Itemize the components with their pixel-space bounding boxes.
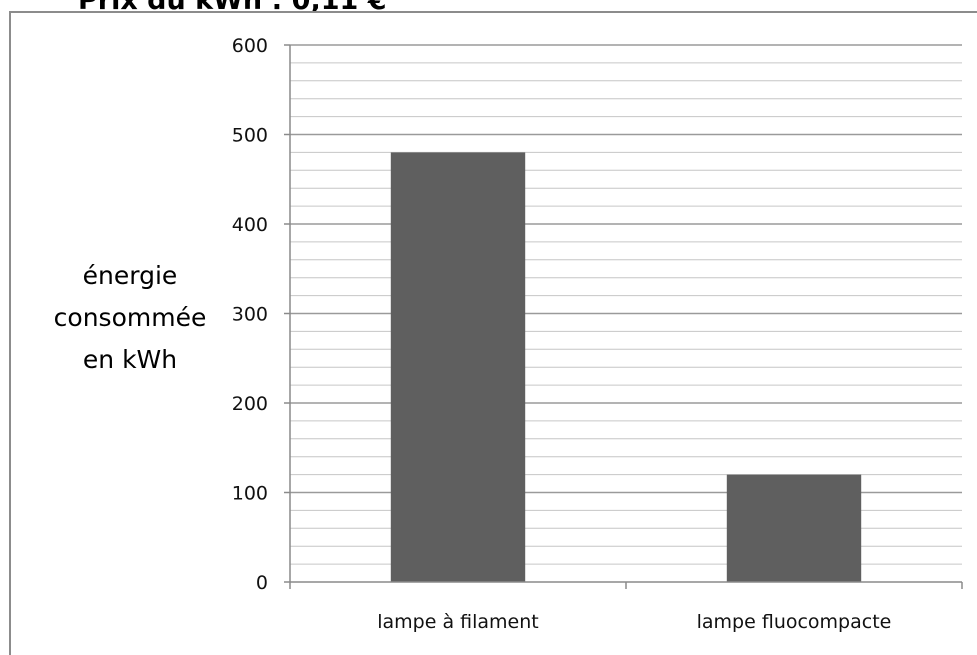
y-tick-label: 500 bbox=[232, 125, 268, 147]
y-axis-label: énergie consommée en kWh bbox=[40, 255, 220, 381]
bar-1 bbox=[390, 152, 526, 582]
y-axis-label-line-3: en kWh bbox=[82, 345, 178, 374]
y-tick-label: 200 bbox=[232, 393, 268, 415]
chart-frame bbox=[9, 11, 977, 655]
bars bbox=[390, 152, 862, 582]
axes bbox=[284, 44, 963, 589]
bar-2 bbox=[726, 474, 862, 582]
y-tick-label: 400 bbox=[232, 214, 268, 236]
y-tick-label: 0 bbox=[256, 572, 268, 594]
y-axis-label-line-2: consommée bbox=[53, 303, 207, 332]
x-tick-label: lampe à filament bbox=[377, 611, 538, 633]
y-tick-label: 600 bbox=[232, 35, 268, 57]
y-tick-labels: 0 100 200 300 400 500 600 bbox=[232, 35, 268, 594]
x-tick-label: lampe fluocompacte bbox=[697, 611, 892, 633]
x-tick-labels: lampe à filament lampe fluocompacte bbox=[377, 611, 891, 633]
y-tick-label: 300 bbox=[232, 304, 268, 326]
y-tick-label: 100 bbox=[232, 483, 268, 505]
y-axis-label-line-1: énergie bbox=[82, 261, 178, 290]
